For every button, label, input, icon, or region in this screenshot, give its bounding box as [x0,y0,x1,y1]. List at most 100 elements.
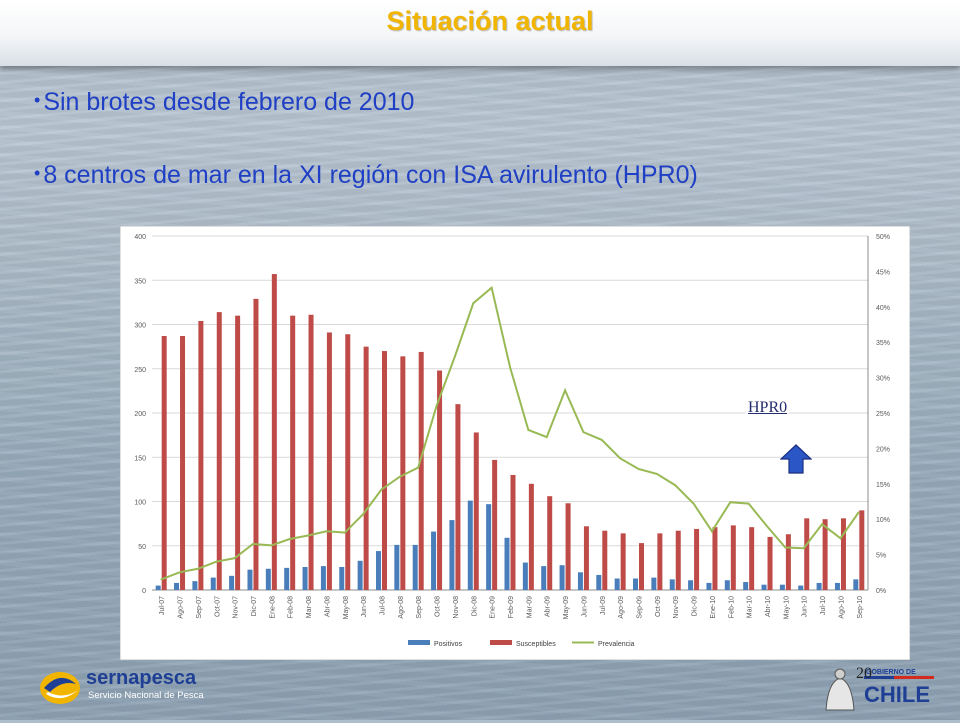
bar-positivos [192,581,198,590]
y-right-tick-label: 50% [876,234,890,241]
x-tick-label: Mar-09 [526,596,533,618]
x-tick-label: Oct-09 [655,596,662,617]
bar-susceptibles [675,530,681,590]
bar-susceptibles [749,527,755,590]
point-prevalencia [509,366,511,368]
sernapesca-name: sernapesca [86,667,197,689]
y-right-tick-label: 40% [876,305,890,312]
x-tick-label: Sep-09 [637,596,644,619]
x-tick-label: Jun-10 [802,596,809,618]
bar-susceptibles [345,334,351,590]
point-prevalencia [215,560,218,563]
legend-label: Susceptibles [516,641,556,648]
x-tick-label: Abr-08 [324,596,331,617]
point-prevalencia [343,531,346,534]
bar-susceptibles [565,503,571,590]
x-tick-label: Sep-10 [857,596,864,619]
point-prevalencia [270,544,273,547]
point-prevalencia [472,302,475,305]
bar-susceptibles [161,336,167,590]
bar-susceptibles [510,474,516,590]
bar-susceptibles [602,530,608,590]
y-left-tick-label: 400 [134,234,146,241]
bar-susceptibles [381,351,387,590]
point-prevalencia [178,571,181,574]
chart-legend: Positivos Susceptibles Prevalencia [408,640,635,648]
x-tick-label: Jul-08 [379,596,386,615]
x-tick-label: Dic-08 [471,596,478,616]
legend-swatch [490,640,512,645]
bar-positivos [651,577,657,590]
bar-positivos [614,578,620,590]
point-prevalencia [545,436,548,438]
legend-swatch [408,640,430,645]
bar-susceptibles [418,351,424,590]
bar-susceptibles [492,459,498,590]
point-prevalencia [435,405,438,407]
chart-bars [155,274,865,590]
x-tick-label: Ene-10 [710,596,717,619]
point-prevalencia [858,511,860,513]
point-prevalencia [454,355,456,358]
bar-positivos [449,520,455,590]
bar-positivos [522,562,528,590]
bar-susceptibles [639,543,645,590]
bar-positivos [247,569,253,590]
point-prevalencia [307,534,309,537]
bar-positivos [467,500,473,590]
point-prevalencia [821,523,823,525]
legend-label: Prevalencia [598,641,635,648]
y-left-tick-label: 200 [134,411,146,418]
bar-positivos [779,584,785,590]
bar-positivos [761,584,767,590]
bar-susceptibles [290,315,296,590]
point-prevalencia [656,473,658,475]
bar-susceptibles [859,510,865,590]
bar-positivos [155,585,161,590]
bar-susceptibles [840,518,846,590]
x-tick-label: Mar-08 [306,596,313,618]
bar-susceptibles [473,432,479,590]
bar-positivos [706,582,712,590]
x-tick-label: Feb-10 [728,596,735,618]
y-right-tick-label: 0% [876,588,886,595]
hpr0-annotation: HPR0 [746,399,790,417]
bar-positivos [320,566,326,590]
y-left-tick-label: 300 [134,323,146,330]
y-right-tick-label: 25% [876,411,890,418]
point-prevalencia [490,286,493,289]
x-tick-label: May-08 [343,596,350,619]
bar-susceptibles [657,533,663,590]
gobierno-de-chile-logo: GOBIERNO DE CHILE [818,660,948,723]
bullet-2: 8 centros de mar en la XI región con ISA… [34,155,698,193]
point-prevalencia [674,484,677,487]
y-left-tick-label: 50 [138,544,146,551]
bar-susceptibles [694,528,700,590]
bar-susceptibles [235,315,241,590]
bar-positivos [669,579,675,590]
bar-positivos [688,580,694,590]
point-prevalencia [233,557,236,559]
bar-susceptibles [253,298,259,590]
y-right-tick-label: 10% [876,517,890,524]
point-prevalencia [747,502,750,505]
bar-positivos [541,566,547,590]
x-tick-label: Dic-07 [251,596,258,616]
bar-positivos [229,575,235,590]
point-prevalencia [160,578,162,581]
bar-positivos [302,566,308,590]
bar-positivos [633,578,639,590]
legend-label: Positivos [434,641,463,648]
x-tick-label: Nov-07 [233,596,240,619]
y-right-tick-label: 5% [876,553,886,560]
y-right-tick-label: 15% [876,482,890,489]
slide-title: Situación actual [386,6,594,36]
bar-susceptibles [326,332,332,590]
outbreak-chart: 0 50 100 150 200 250 300 350 400 0% 5% 10% 15% 20% 25%… [120,226,910,660]
coat-of-arms-icon [825,677,855,711]
point-prevalencia [380,488,383,491]
bar-susceptibles [712,527,718,590]
bar-susceptibles [400,356,406,590]
x-tick-label: Nov-09 [673,596,680,619]
bar-positivos [798,585,804,590]
